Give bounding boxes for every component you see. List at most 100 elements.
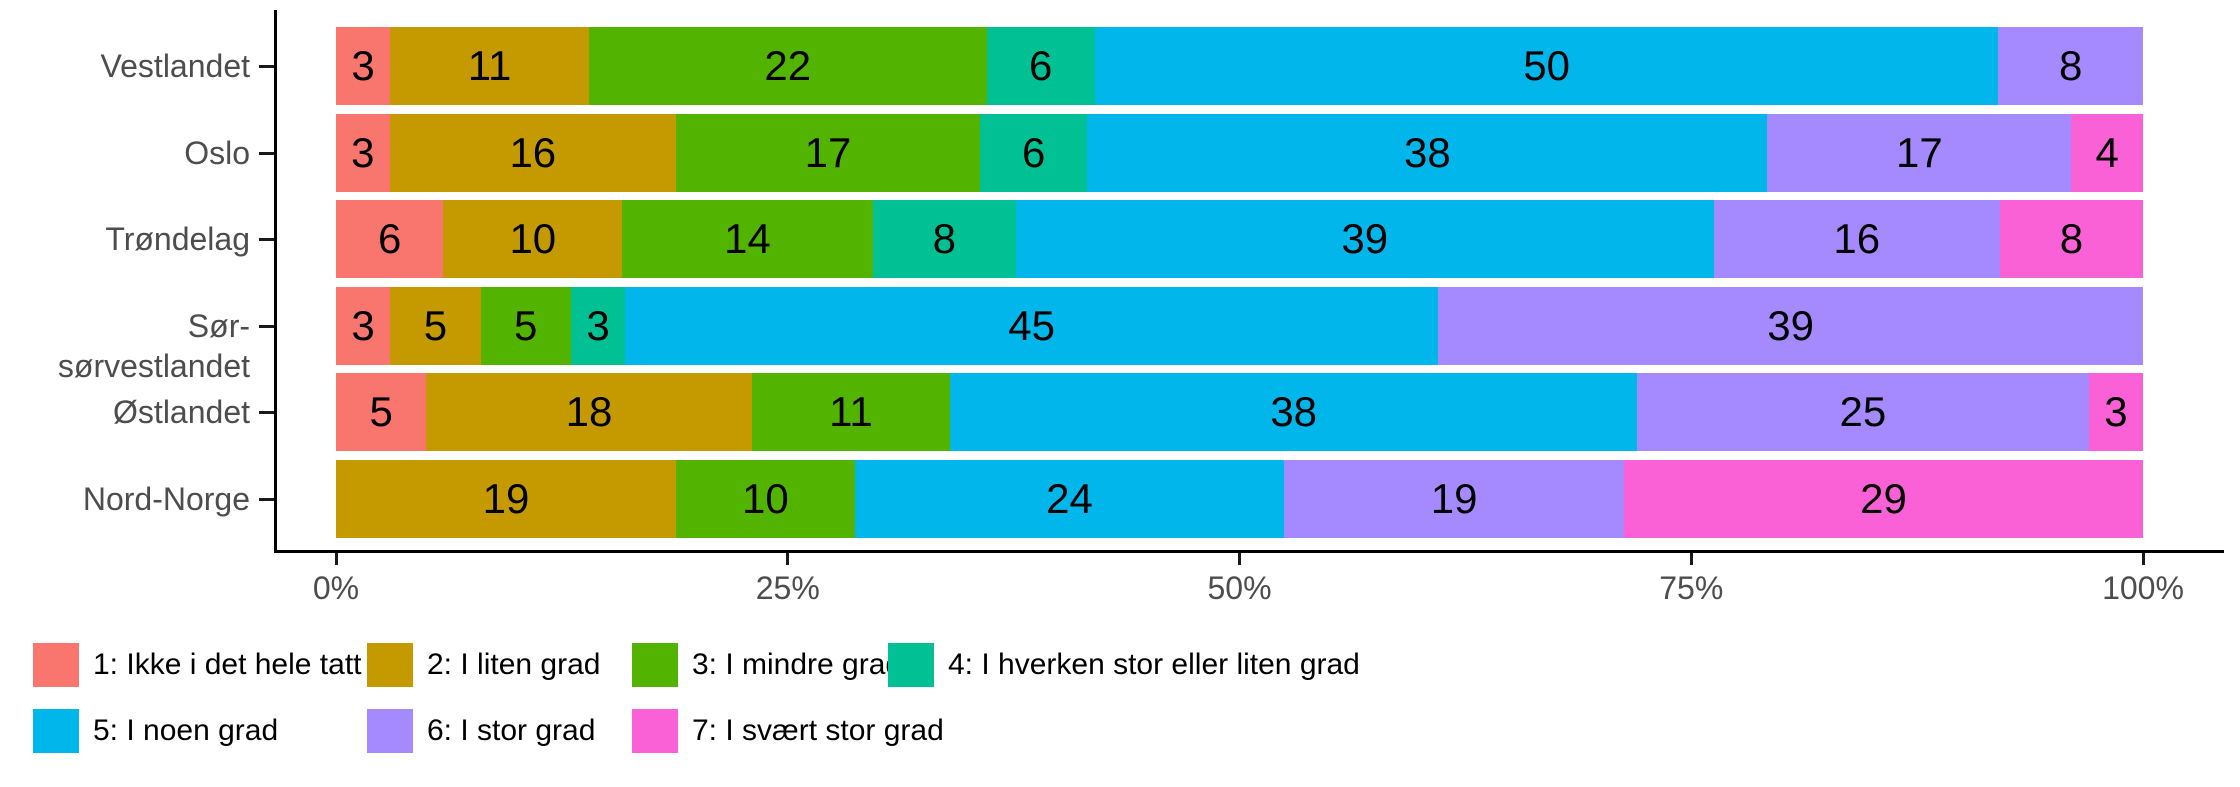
y-axis-tick-mark (259, 324, 274, 328)
bar-segment: 17 (675, 114, 981, 192)
y-axis-tick-mark (259, 151, 274, 155)
bar-segment: 45 (625, 287, 1439, 365)
bar-segment: 8 (872, 200, 1016, 278)
legend-color-swatch (888, 643, 934, 687)
bar-segment: 29 (1624, 460, 2143, 538)
bar-segment: 16 (389, 114, 676, 192)
bar-value-label: 3 (351, 302, 375, 349)
bar-segment: 38 (1087, 114, 1768, 192)
bar-row: 5 18 11 38 25 3 (336, 373, 2143, 451)
legend-item: 3: I mindre grad (632, 643, 902, 687)
bar-value-label: 6 (1029, 42, 1053, 89)
bar-value-label: 4 (2095, 129, 2119, 176)
y-axis-category-label: Sør-sørvestlandet (57, 308, 250, 384)
x-axis-tick-label: 75% (1659, 570, 1724, 606)
x-axis-tick-label: 0% (312, 570, 360, 606)
bar-segment: 6 (336, 200, 444, 278)
bar-value-label: 19 (1430, 475, 1478, 522)
legend-color-swatch (367, 709, 413, 753)
x-axis-tick-label: 50% (1207, 570, 1272, 606)
bar-segment: 6 (980, 114, 1088, 192)
legend-color-swatch (33, 643, 79, 687)
bar-value-label: 8 (932, 215, 956, 262)
x-axis-tick-label: 100% (2102, 570, 2184, 606)
legend-label: 4: I hverken stor eller liten grad (948, 648, 1360, 681)
x-axis-tick-mark (1689, 553, 1693, 565)
bar-value-label: 16 (1833, 215, 1881, 262)
bar-segment: 39 (1015, 200, 1714, 278)
bar-segment: 16 (1713, 200, 2000, 278)
bar-segment: 39 (1438, 287, 2143, 365)
bar-segment: 3 (336, 114, 390, 192)
legend-color-swatch (632, 643, 678, 687)
bar-value-label: 6 (1022, 129, 1046, 176)
bar-value-label: 10 (742, 475, 789, 522)
bar-segment: 8 (1999, 200, 2143, 278)
bar-row: 6 10 14 8 39 16 8 (336, 200, 2143, 278)
bar-segment: 5 (336, 373, 427, 451)
bar-value-label: 5 (369, 388, 393, 435)
y-axis-category-label: Vestlandet (100, 48, 250, 84)
bar-value-label: 17 (804, 129, 852, 176)
bar-segment: 3 (336, 27, 391, 105)
legend-label: 5: I noen grad (93, 714, 279, 747)
bar-value-label: 29 (1860, 475, 1907, 522)
bar-segment: 19 (336, 460, 676, 538)
bar-value-label: 38 (1403, 129, 1451, 176)
y-axis-category-label: Østlandet (113, 394, 250, 430)
bar-segment: 11 (390, 27, 589, 105)
legend-item: 6: I stor grad (367, 709, 595, 753)
legend-label: 7: I svært stor grad (692, 714, 944, 747)
legend-label: 1: Ikke i det hele tatt (93, 648, 362, 681)
bar-value-label: 39 (1341, 215, 1389, 262)
bar-value-label: 14 (724, 215, 771, 262)
x-axis-tick-label: 25% (755, 570, 820, 606)
bar-value-label: 11 (467, 42, 512, 89)
bar-value-label: 17 (1895, 129, 1943, 176)
legend-item: 2: I liten grad (367, 643, 600, 687)
bar-value-label: 11 (829, 388, 873, 435)
bar-value-label: 16 (509, 129, 557, 176)
bar-segment: 18 (426, 373, 752, 451)
bar-value-label: 3 (351, 42, 375, 89)
bar-value-label: 5 (423, 302, 448, 349)
bar-segment: 5 (390, 287, 481, 365)
y-axis-tick-mark (259, 64, 274, 68)
x-axis-tick-mark (786, 553, 790, 565)
bar-segment: 24 (854, 460, 1285, 538)
bar-segment: 11 (751, 373, 951, 451)
bar-value-label: 10 (509, 215, 557, 262)
bar-value-label: 3 (586, 302, 610, 349)
legend-item: 1: Ikke i det hele tatt (33, 643, 362, 687)
legend-label: 6: I stor grad (427, 714, 596, 747)
bar-value-label: 5 (514, 302, 538, 349)
bar-segment: 3 (2088, 373, 2143, 451)
legend-label: 2: I liten grad (427, 648, 601, 681)
bar-value-label: 25 (1839, 388, 1887, 435)
bar-value-label: 22 (764, 42, 812, 89)
bar-value-label: 8 (2059, 42, 2083, 89)
bar-segment: 5 (480, 287, 571, 365)
x-axis-tick-mark (2141, 553, 2145, 565)
bar-row: 19 10 24 19 29 (336, 460, 2143, 538)
bar-value-label: 39 (1767, 302, 1814, 349)
bar-value-label: 18 (565, 388, 613, 435)
bar-segment: 22 (588, 27, 987, 105)
bar-segment: 3 (336, 287, 391, 365)
bar-segment: 10 (675, 460, 855, 538)
bar-value-label: 6 (377, 215, 402, 262)
legend-label: 3: I mindre grad (692, 648, 903, 681)
bar-value-label: 8 (2059, 215, 2084, 262)
bar-value-label: 24 (1046, 475, 1093, 522)
y-axis-category-label: Nord-Norge (82, 481, 250, 517)
bar-value-label: 45 (1008, 302, 1056, 349)
bar-segment: 6 (986, 27, 1095, 105)
bar-row: 3 5 5 3 45 39 (336, 287, 2143, 365)
bar-segment: 50 (1094, 27, 1999, 105)
bar-value-label: 3 (2104, 388, 2128, 435)
x-axis-tick-mark (334, 553, 338, 565)
bar-segment: 4 (2071, 114, 2143, 192)
legend-color-swatch (632, 709, 678, 753)
bar-segment: 10 (443, 200, 623, 278)
